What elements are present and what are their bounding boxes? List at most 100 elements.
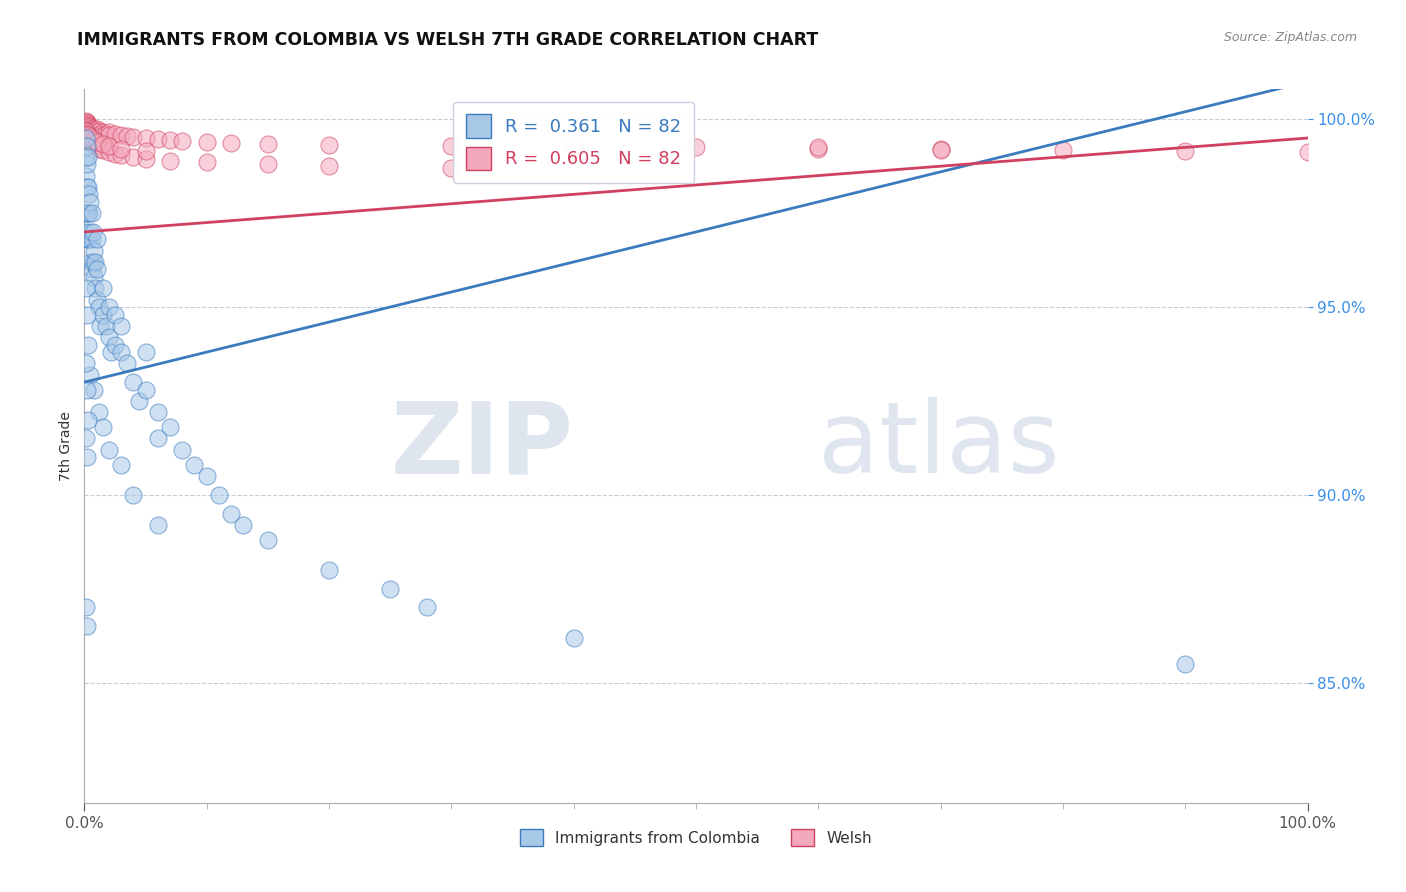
Point (97, 145, 120, 160)
Point (115, 129, 138, 144)
Text: atlas: atlas (818, 398, 1060, 494)
Point (76, 115, 98, 129)
Point (76, 129, 98, 144)
Point (91, 136, 114, 151)
Point (380, 582, 402, 596)
Point (75, 124, 97, 138)
Point (75, 118, 97, 132)
Point (1174, 657, 1197, 671)
Point (135, 383, 157, 397)
Point (87, 405, 110, 419)
Point (75, 281, 97, 295)
Point (96, 318, 118, 333)
Point (77, 232, 100, 246)
Point (183, 458, 205, 472)
Point (75, 356, 97, 370)
Text: Source: ZipAtlas.com: Source: ZipAtlas.com (1223, 31, 1357, 45)
Point (122, 130, 145, 145)
Point (195, 469, 218, 483)
Point (76, 157, 98, 171)
Point (77, 121, 100, 136)
Point (89, 318, 111, 333)
Point (91, 143, 114, 157)
Point (80, 262, 103, 277)
Point (75, 128, 97, 142)
Point (76, 450, 98, 465)
Point (82, 255, 104, 269)
Point (219, 136, 242, 150)
Point (83, 133, 105, 147)
Point (76, 383, 98, 397)
Point (110, 128, 132, 142)
Point (77, 187, 100, 202)
Text: IMMIGRANTS FROM COLOMBIA VS WELSH 7TH GRADE CORRELATION CHART: IMMIGRANTS FROM COLOMBIA VS WELSH 7TH GR… (77, 31, 818, 49)
Point (86, 293, 108, 307)
Point (80, 206, 103, 220)
Point (172, 442, 194, 457)
Point (87, 124, 110, 138)
Point (83, 383, 105, 397)
Point (91, 125, 114, 139)
Point (97, 139, 120, 153)
Point (87, 142, 110, 156)
Point (79, 120, 101, 134)
Point (80, 136, 103, 150)
Point (159, 420, 181, 434)
Point (89, 127, 111, 141)
Point (77, 179, 100, 194)
Point (97, 125, 120, 139)
Point (75, 150, 97, 164)
Point (77, 232, 100, 246)
Point (159, 133, 181, 147)
Point (86, 262, 108, 277)
Point (77, 337, 100, 351)
Point (257, 533, 280, 547)
Point (79, 122, 101, 136)
Point (75, 169, 97, 183)
Point (75, 116, 97, 130)
Point (96, 128, 118, 142)
Point (110, 458, 132, 472)
Point (257, 157, 280, 171)
Point (83, 122, 105, 136)
Point (77, 413, 100, 427)
Point (104, 146, 127, 161)
Point (172, 134, 194, 148)
Text: ZIP: ZIP (391, 398, 574, 494)
Point (79, 368, 101, 382)
Point (195, 135, 218, 149)
Point (80, 232, 103, 246)
Point (76, 619, 98, 633)
Point (128, 393, 150, 408)
Point (135, 144, 157, 158)
Point (91, 281, 114, 295)
Point (1174, 144, 1197, 158)
Point (122, 488, 145, 502)
Point (80, 120, 103, 135)
Point (135, 131, 157, 145)
Point (91, 420, 114, 434)
Point (257, 136, 280, 151)
Point (86, 121, 108, 136)
Point (104, 128, 127, 142)
Point (77, 117, 100, 131)
Point (83, 270, 105, 285)
Point (86, 125, 108, 139)
Point (318, 159, 340, 173)
Point (79, 134, 101, 148)
Point (110, 148, 132, 162)
Point (77, 121, 100, 136)
Point (416, 600, 439, 615)
Point (929, 143, 952, 157)
Point (77, 206, 100, 220)
Point (82, 121, 104, 136)
Point (440, 161, 463, 175)
Point (76, 206, 98, 220)
Point (104, 308, 127, 322)
Point (76, 232, 98, 246)
Point (77, 150, 100, 164)
Point (219, 507, 242, 521)
Point (84, 255, 107, 269)
Point (97, 330, 120, 344)
Point (86, 135, 108, 149)
